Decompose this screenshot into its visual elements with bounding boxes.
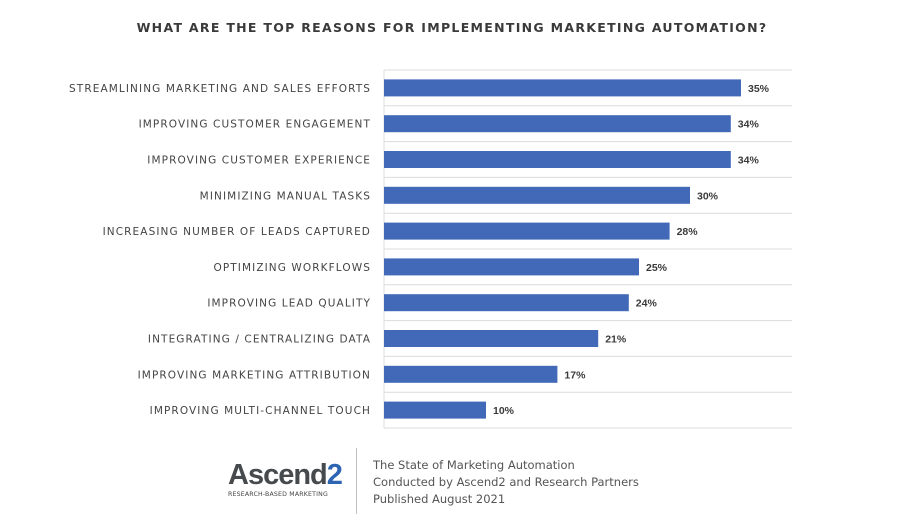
- source-published-date: Published August 2021: [373, 492, 506, 506]
- category-label: IMPROVING MARKETING ATTRIBUTION: [138, 369, 371, 381]
- category-label: IMPROVING LEAD QUALITY: [207, 298, 371, 310]
- bar: [384, 294, 629, 312]
- bar: [384, 151, 731, 168]
- value-label: 10%: [493, 405, 515, 417]
- value-label: 21%: [605, 334, 627, 346]
- ascend2-logo: Ascend2 RESEARCH-BASED MARKETING: [228, 460, 343, 498]
- value-label: 17%: [564, 369, 586, 381]
- value-label: 35%: [748, 83, 770, 95]
- bar: [384, 115, 731, 133]
- category-label: INTEGRATING / CENTRALIZING DATA: [148, 334, 371, 346]
- value-label: 24%: [636, 298, 658, 310]
- bar: [384, 186, 690, 204]
- category-label: STREAMLINING MARKETING AND SALES EFFORTS: [69, 83, 371, 95]
- logo-number: 2: [326, 459, 343, 491]
- logo-tagline: RESEARCH-BASED MARKETING: [228, 491, 328, 498]
- bar: [384, 365, 558, 383]
- category-label: IMPROVING CUSTOMER ENGAGEMENT: [139, 119, 371, 131]
- value-label: 34%: [738, 155, 760, 167]
- bar: [384, 222, 670, 240]
- bar: [384, 258, 639, 276]
- bar: [384, 401, 486, 419]
- category-label: IMPROVING MULTI-CHANNEL TOUCH: [150, 405, 371, 417]
- bar: [384, 330, 599, 347]
- bar-chart: STREAMLINING MARKETING AND SALES EFFORTS…: [69, 69, 792, 429]
- value-label: 34%: [738, 119, 760, 131]
- source-title: The State of Marketing Automation: [373, 458, 575, 472]
- chart-title: WHAT ARE THE TOP REASONS FOR IMPLEMENTIN…: [136, 20, 768, 35]
- value-label: 30%: [697, 190, 719, 202]
- value-label: 28%: [677, 226, 699, 238]
- footer-divider: [356, 448, 357, 514]
- source-conducted-by: Conducted by Ascend2 and Research Partne…: [373, 475, 639, 489]
- category-label: IMPROVING CUSTOMER EXPERIENCE: [147, 155, 371, 167]
- category-label: OPTIMIZING WORKFLOWS: [213, 262, 371, 274]
- bar: [384, 79, 741, 97]
- category-label: INCREASING NUMBER OF LEADS CAPTURED: [103, 226, 371, 238]
- logo-wordmark: Ascend2: [228, 460, 343, 490]
- category-label: MINIMIZING MANUAL TASKS: [200, 190, 371, 202]
- logo-name-text: Ascend: [228, 459, 328, 491]
- source-info: The State of Marketing Automation Conduc…: [373, 457, 639, 508]
- value-label: 25%: [646, 262, 668, 274]
